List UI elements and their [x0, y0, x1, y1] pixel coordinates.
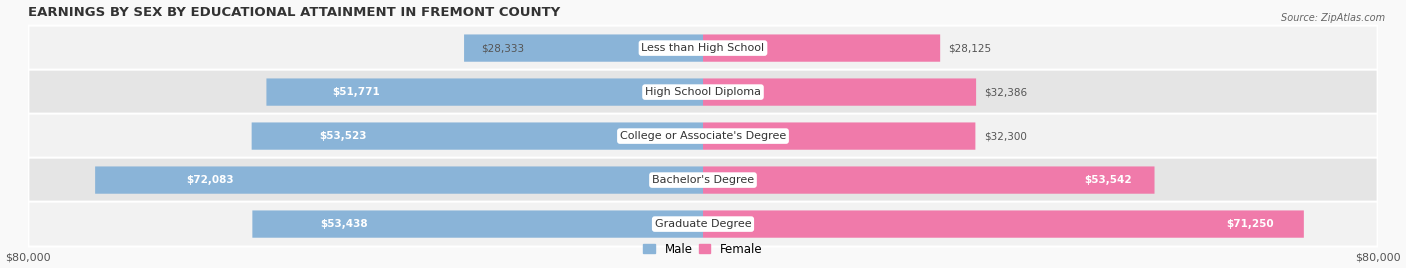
- FancyBboxPatch shape: [703, 166, 1154, 194]
- Text: $71,250: $71,250: [1226, 219, 1274, 229]
- Text: $32,386: $32,386: [984, 87, 1028, 97]
- Text: EARNINGS BY SEX BY EDUCATIONAL ATTAINMENT IN FREMONT COUNTY: EARNINGS BY SEX BY EDUCATIONAL ATTAINMEN…: [28, 6, 561, 18]
- Legend: Male, Female: Male, Female: [638, 238, 768, 260]
- Text: $28,333: $28,333: [481, 43, 524, 53]
- Text: $53,438: $53,438: [321, 219, 367, 229]
- Text: Graduate Degree: Graduate Degree: [655, 219, 751, 229]
- FancyBboxPatch shape: [28, 158, 1378, 203]
- FancyBboxPatch shape: [252, 122, 703, 150]
- FancyBboxPatch shape: [28, 26, 1378, 70]
- Text: Bachelor's Degree: Bachelor's Degree: [652, 175, 754, 185]
- FancyBboxPatch shape: [28, 202, 1378, 247]
- FancyBboxPatch shape: [703, 122, 976, 150]
- Text: $32,300: $32,300: [984, 131, 1026, 141]
- FancyBboxPatch shape: [28, 70, 1378, 114]
- Text: College or Associate's Degree: College or Associate's Degree: [620, 131, 786, 141]
- Text: Less than High School: Less than High School: [641, 43, 765, 53]
- FancyBboxPatch shape: [464, 35, 703, 62]
- Text: $51,771: $51,771: [332, 87, 380, 97]
- FancyBboxPatch shape: [266, 79, 703, 106]
- Text: Source: ZipAtlas.com: Source: ZipAtlas.com: [1281, 13, 1385, 23]
- Text: $72,083: $72,083: [187, 175, 233, 185]
- Text: High School Diploma: High School Diploma: [645, 87, 761, 97]
- FancyBboxPatch shape: [96, 166, 703, 194]
- Text: $28,125: $28,125: [949, 43, 991, 53]
- FancyBboxPatch shape: [252, 210, 703, 238]
- FancyBboxPatch shape: [28, 114, 1378, 159]
- Text: $53,542: $53,542: [1084, 175, 1132, 185]
- FancyBboxPatch shape: [703, 79, 976, 106]
- FancyBboxPatch shape: [703, 35, 941, 62]
- Text: $53,523: $53,523: [319, 131, 367, 141]
- FancyBboxPatch shape: [703, 210, 1303, 238]
